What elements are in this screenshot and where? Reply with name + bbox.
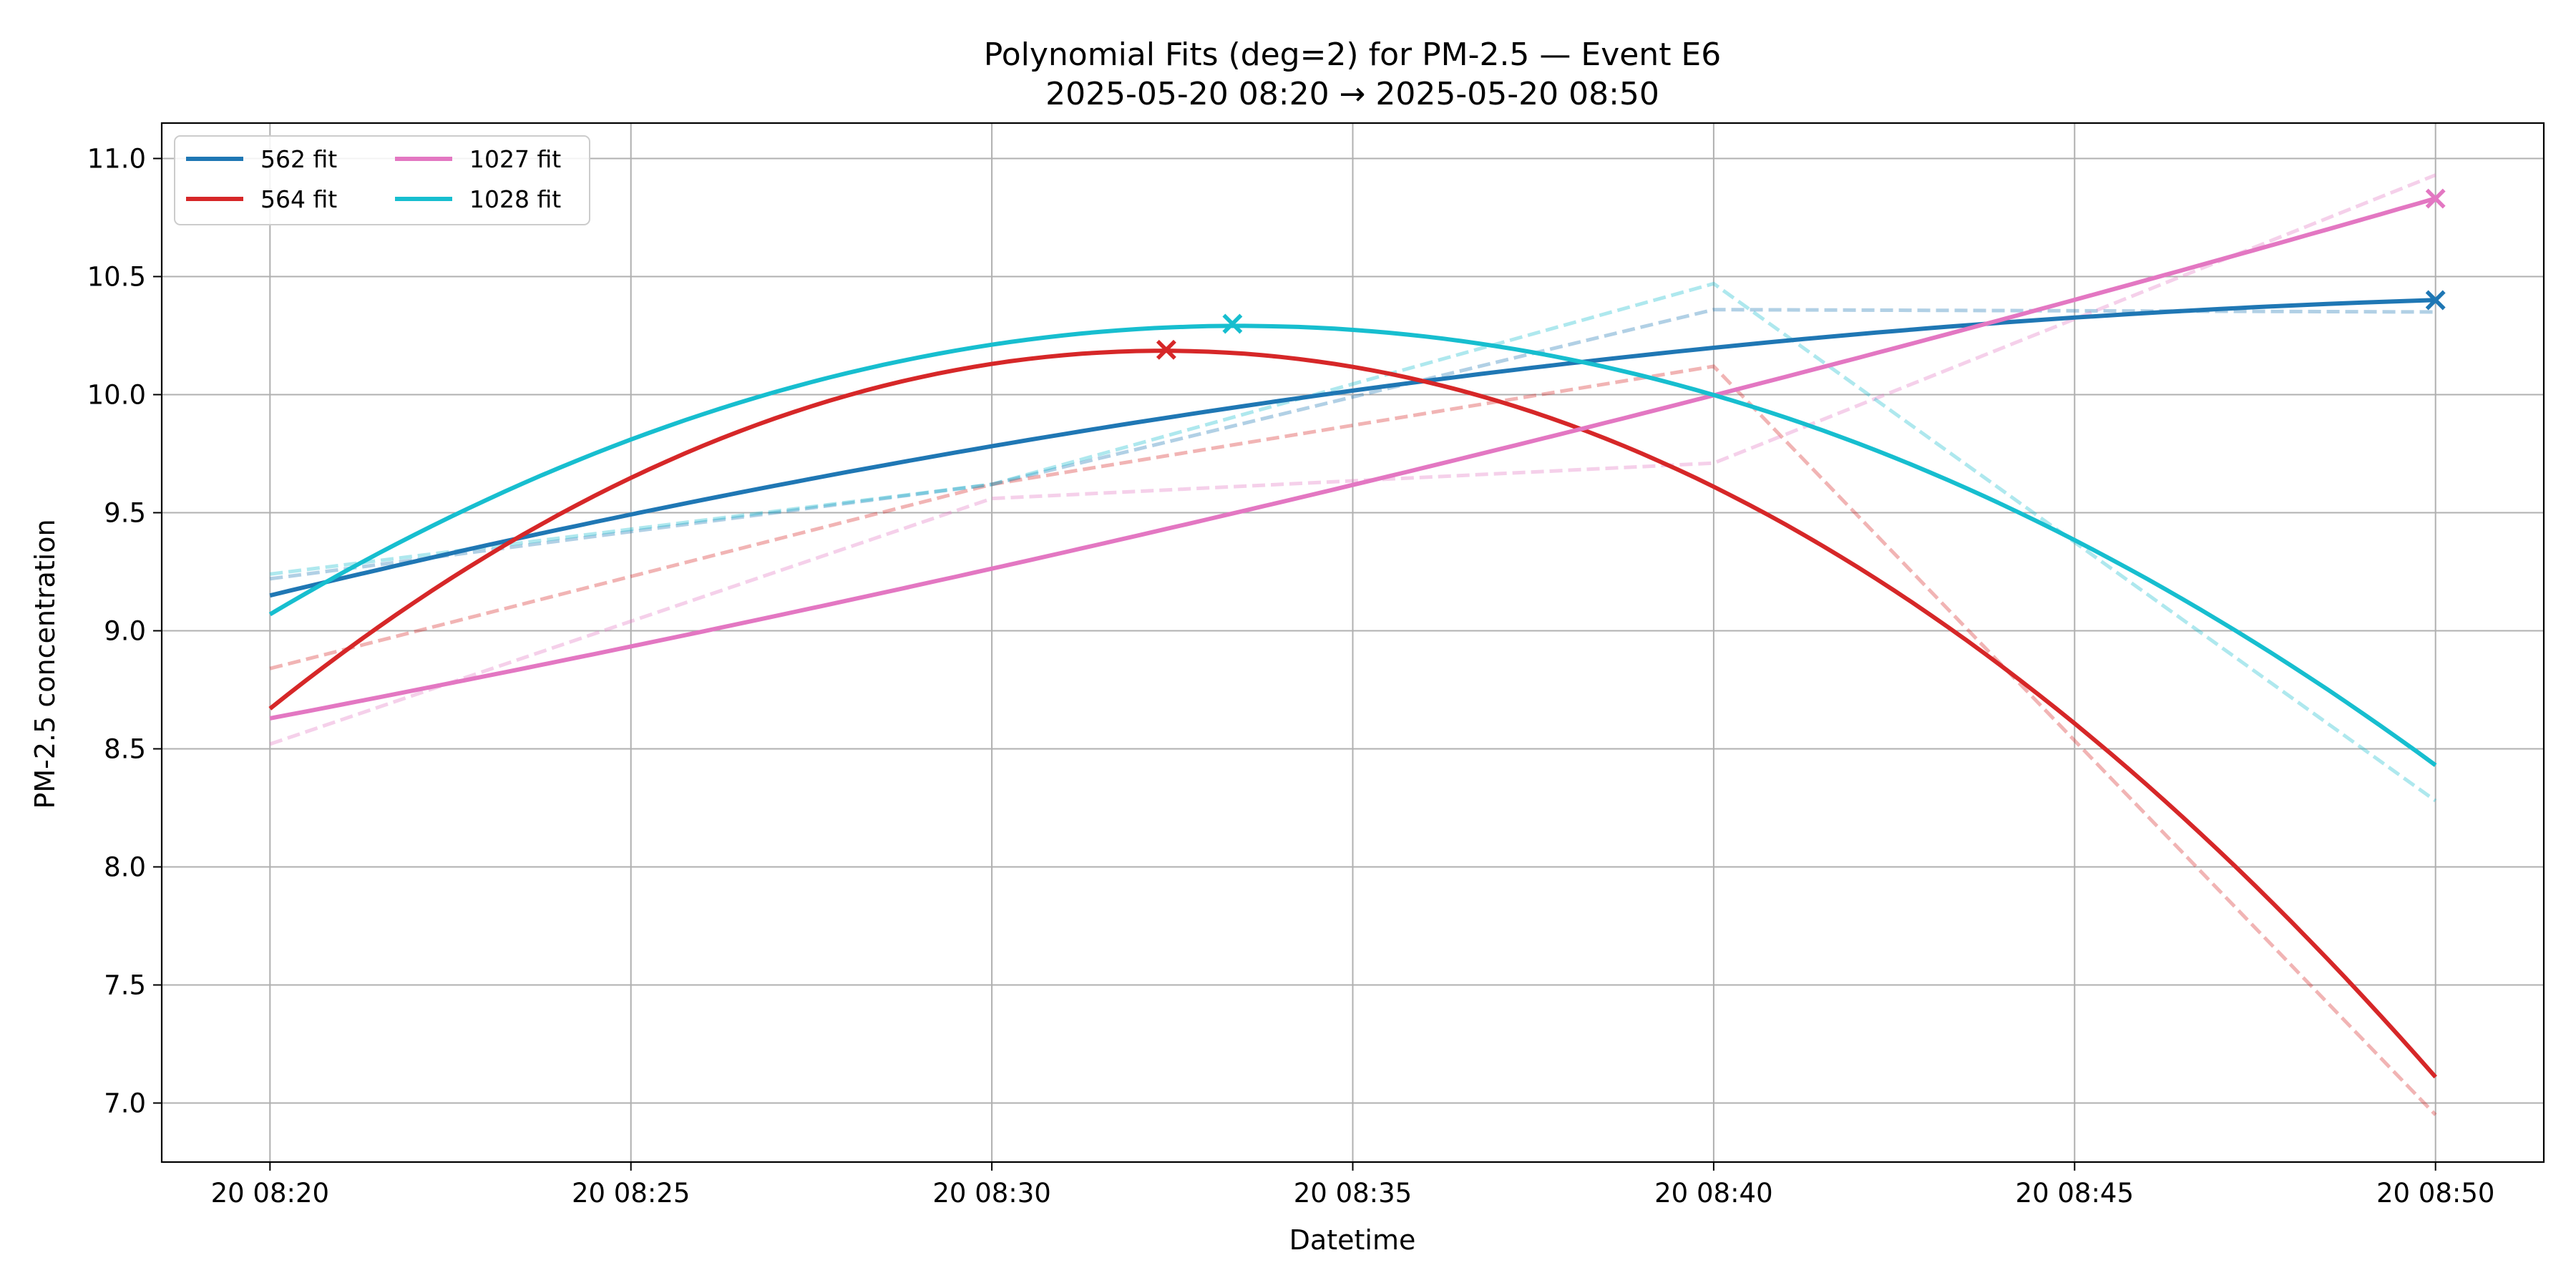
grid <box>162 123 2544 1162</box>
legend-label-4: 1028 fit <box>469 185 561 213</box>
y-axis: 7.0 7.5 8.0 8.5 9.0 9.5 10.0 10.5 11.0 <box>87 144 162 1119</box>
chart-subtitle: 2025-05-20 08:20 → 2025-05-20 08:50 <box>1045 76 1659 112</box>
marker-2 <box>1156 339 1176 360</box>
x-tick-label: 20 08:20 <box>211 1178 329 1209</box>
y-tick-label: 9.0 <box>104 616 146 647</box>
fit-line-2 <box>268 348 2437 1079</box>
y-tick-label: 9.5 <box>104 498 146 529</box>
y-tick-label: 7.0 <box>104 1088 146 1119</box>
legend-label-1: 562 fit <box>260 145 337 173</box>
x-tick-label: 20 08:40 <box>1654 1178 1772 1209</box>
x-tick-label: 20 08:25 <box>572 1178 690 1209</box>
y-tick-label: 8.5 <box>104 734 146 765</box>
x-tick-label: 20 08:50 <box>2376 1178 2494 1209</box>
y-tick-label: 11.0 <box>87 144 146 175</box>
y-tick-label: 10.5 <box>87 262 146 293</box>
chart-title: Polynomial Fits (deg=2) for PM-2.5 — Eve… <box>984 36 1721 73</box>
y-tick-label: 10.0 <box>87 380 146 411</box>
x-tick-label: 20 08:45 <box>2016 1178 2134 1209</box>
marker-3 <box>2425 188 2446 209</box>
marker-1 <box>2425 290 2446 311</box>
y-axis-label: PM-2.5 concentration <box>29 519 61 809</box>
legend-label-2: 564 fit <box>260 185 337 213</box>
series-layer <box>268 173 2446 1116</box>
y-tick-label: 7.5 <box>104 970 146 1001</box>
x-axis-label: Datetime <box>1289 1224 1416 1256</box>
observed-line-1 <box>269 308 2436 581</box>
x-axis: 20 08:20 20 08:25 20 08:30 20 08:35 20 08:40… <box>211 1162 2494 1209</box>
y-tick-label: 8.0 <box>104 852 146 883</box>
legend-label-3: 1027 fit <box>469 145 561 173</box>
legend-box <box>174 135 590 225</box>
fit-line-4 <box>268 323 2437 767</box>
marker-4 <box>1222 313 1243 334</box>
observed-line-3 <box>269 173 2436 746</box>
x-tick-label: 20 08:30 <box>932 1178 1050 1209</box>
fit-line-3 <box>269 196 2436 721</box>
x-tick-label: 20 08:35 <box>1294 1178 1412 1209</box>
legend: 562 fit 564 fit 1027 fit 1028 fit <box>174 135 590 225</box>
fit-line-1 <box>269 298 2436 598</box>
observed-line-2 <box>269 364 2437 1116</box>
